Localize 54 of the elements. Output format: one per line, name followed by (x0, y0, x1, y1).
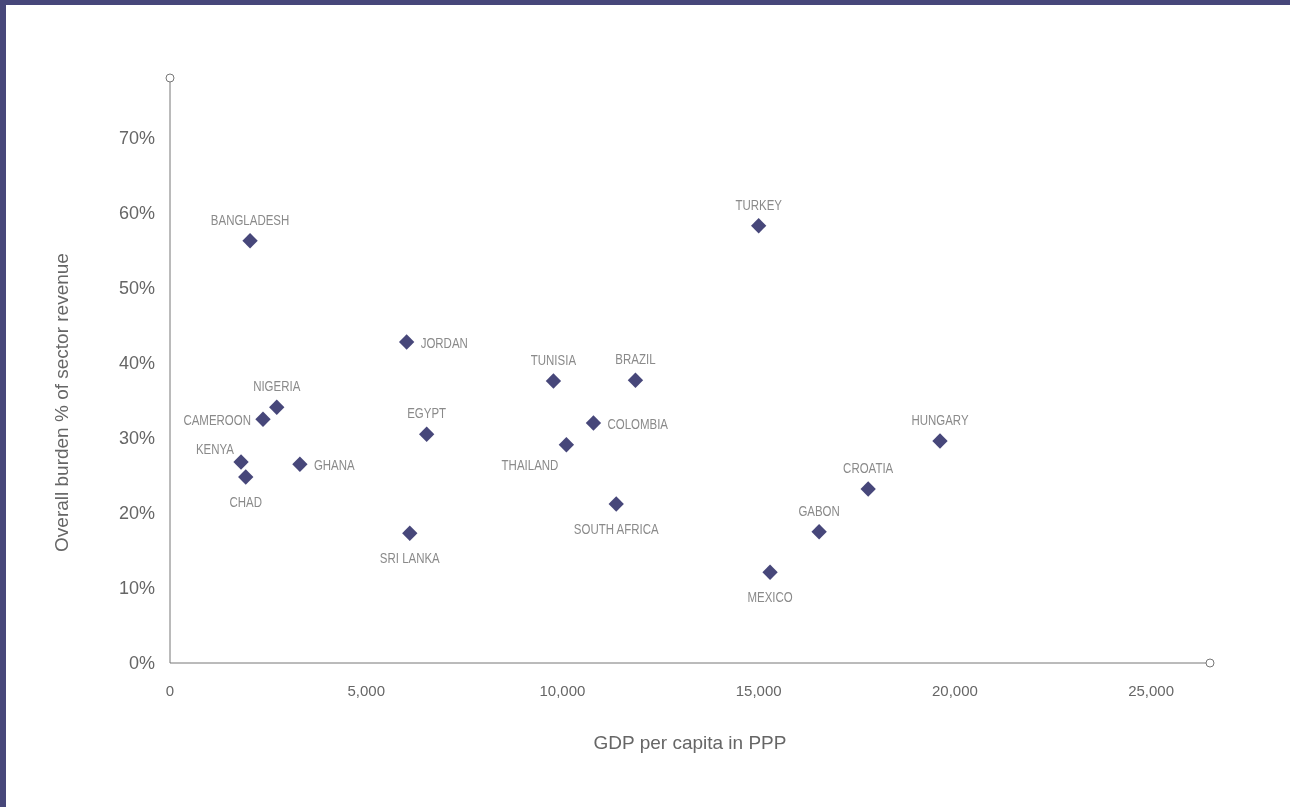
y-tick-label: 10% (118, 578, 155, 599)
point (585, 415, 602, 431)
annotation: THAILAND (501, 456, 559, 474)
y-tick-label: 30% (118, 428, 155, 449)
point (242, 233, 258, 249)
annotation: KENYA (195, 440, 235, 458)
point (402, 525, 418, 541)
annotation: MEXICO (747, 589, 793, 606)
annotation: TURKEY (735, 196, 783, 214)
point (608, 496, 624, 512)
y-tick-label: 40% (118, 353, 155, 374)
x-tick-label: 0 (165, 682, 175, 699)
y-axis-title: Overall burden % of sector revenue (51, 253, 72, 552)
point (558, 437, 575, 453)
annotation: CROATIA (843, 459, 894, 477)
point (545, 373, 562, 389)
point (269, 399, 285, 415)
point (238, 469, 254, 485)
point (762, 564, 778, 580)
point (418, 426, 435, 442)
x-tick-label: 20,000 (931, 682, 978, 699)
annotation: SOUTH AFRICA (573, 520, 660, 538)
point (255, 411, 271, 427)
point (860, 481, 876, 497)
annotation: NIGERIA (253, 378, 301, 395)
annotation: BANGLADESH (210, 211, 290, 229)
y-tick-label: 0% (128, 653, 155, 674)
point (932, 433, 948, 449)
point (233, 454, 249, 470)
x-axis-title: GDP per capita in PPP (593, 732, 787, 753)
point (398, 334, 415, 350)
annotation: SRI LANKA (379, 550, 441, 567)
y-tick-label: 50% (118, 278, 155, 299)
annotation: COLOMBIA (607, 415, 669, 433)
annotation: HUNGARY (911, 411, 969, 429)
y-tick-label: 60% (118, 203, 155, 224)
x-tick-label: 25,000 (1128, 682, 1175, 699)
annotation: GHANA (313, 457, 356, 474)
x-tick-label: 15,000 (735, 682, 782, 699)
x-tick-label: 10,000 (539, 682, 586, 699)
point (751, 218, 767, 234)
annotation: TUNISIA (530, 351, 577, 369)
y-tick-label: 70% (118, 128, 155, 149)
annotation: GABON (798, 502, 840, 520)
annotation: CHAD (229, 493, 262, 511)
annotation: EGYPT (407, 405, 447, 422)
point (292, 456, 308, 472)
annotation: JORDAN (420, 334, 468, 352)
y-tick-label: 20% (118, 503, 155, 524)
point (627, 372, 644, 388)
annotation: CAMEROON (183, 412, 252, 429)
point (811, 524, 827, 540)
x-tick-label: 5,000 (347, 682, 385, 699)
annotation: BRAZIL (615, 351, 656, 368)
